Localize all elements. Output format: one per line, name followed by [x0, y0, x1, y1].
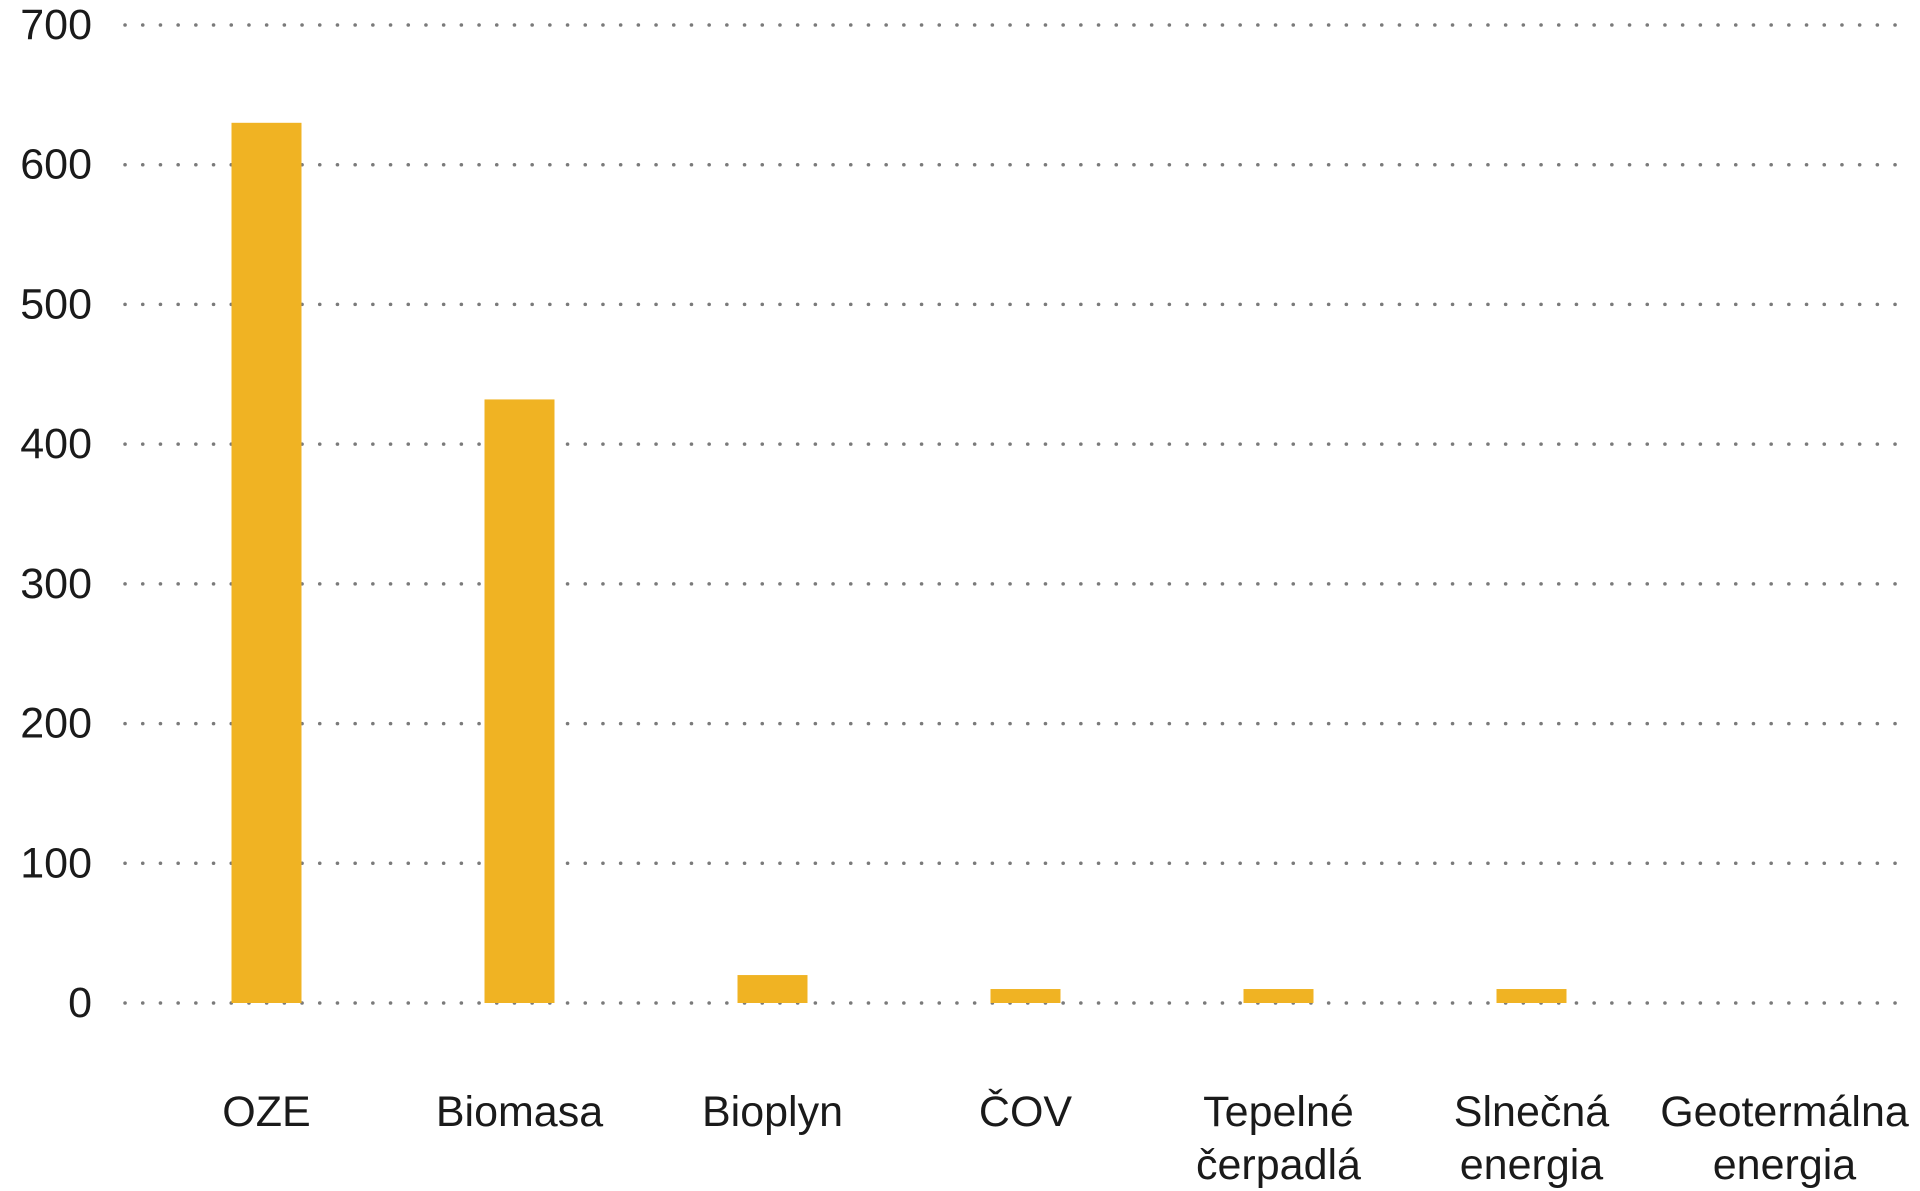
bar-0 — [231, 122, 302, 1004]
y-tick-label-400: 400 — [20, 420, 92, 468]
bar-4 — [1243, 989, 1314, 1003]
x-tick-label-5-0: Slnečná — [1454, 1088, 1609, 1136]
y-tick-label-600: 600 — [20, 141, 92, 189]
x-axis-tick-labels: OZE Biomasa Bioplyn ČOV Tepelné čerpadlá Slneč… — [222, 1088, 1909, 1189]
y-tick-label-500: 500 — [20, 280, 92, 328]
bar-5 — [1496, 989, 1567, 1003]
x-tick-label-6-1: energia — [1713, 1141, 1857, 1189]
bar-1 — [484, 399, 555, 1003]
x-tick-label-4-1: čerpadlá — [1196, 1141, 1361, 1189]
x-tick-label-3-0: ČOV — [979, 1088, 1073, 1136]
x-tick-label-0-0: OZE — [222, 1088, 310, 1136]
y-tick-label-100: 100 — [20, 839, 92, 887]
bar-3 — [990, 989, 1061, 1003]
grid-lines — [123, 23, 1907, 1005]
bar-2 — [737, 975, 808, 1003]
x-tick-label-5-1: energia — [1460, 1141, 1604, 1189]
y-tick-label-300: 300 — [20, 560, 92, 608]
y-tick-label-200: 200 — [20, 700, 92, 748]
bars — [231, 122, 1567, 1004]
y-tick-label-700: 700 — [20, 1, 92, 49]
x-tick-label-2-0: Bioplyn — [702, 1088, 843, 1136]
x-tick-label-1-0: Biomasa — [436, 1088, 603, 1136]
x-tick-label-4-0: Tepelné — [1203, 1088, 1354, 1136]
y-tick-label-0: 0 — [68, 979, 92, 1027]
y-axis-tick-labels: 0 100 200 300 400 500 600 700 — [20, 1, 92, 1027]
x-tick-label-6-0: Geotermálna — [1660, 1088, 1909, 1136]
